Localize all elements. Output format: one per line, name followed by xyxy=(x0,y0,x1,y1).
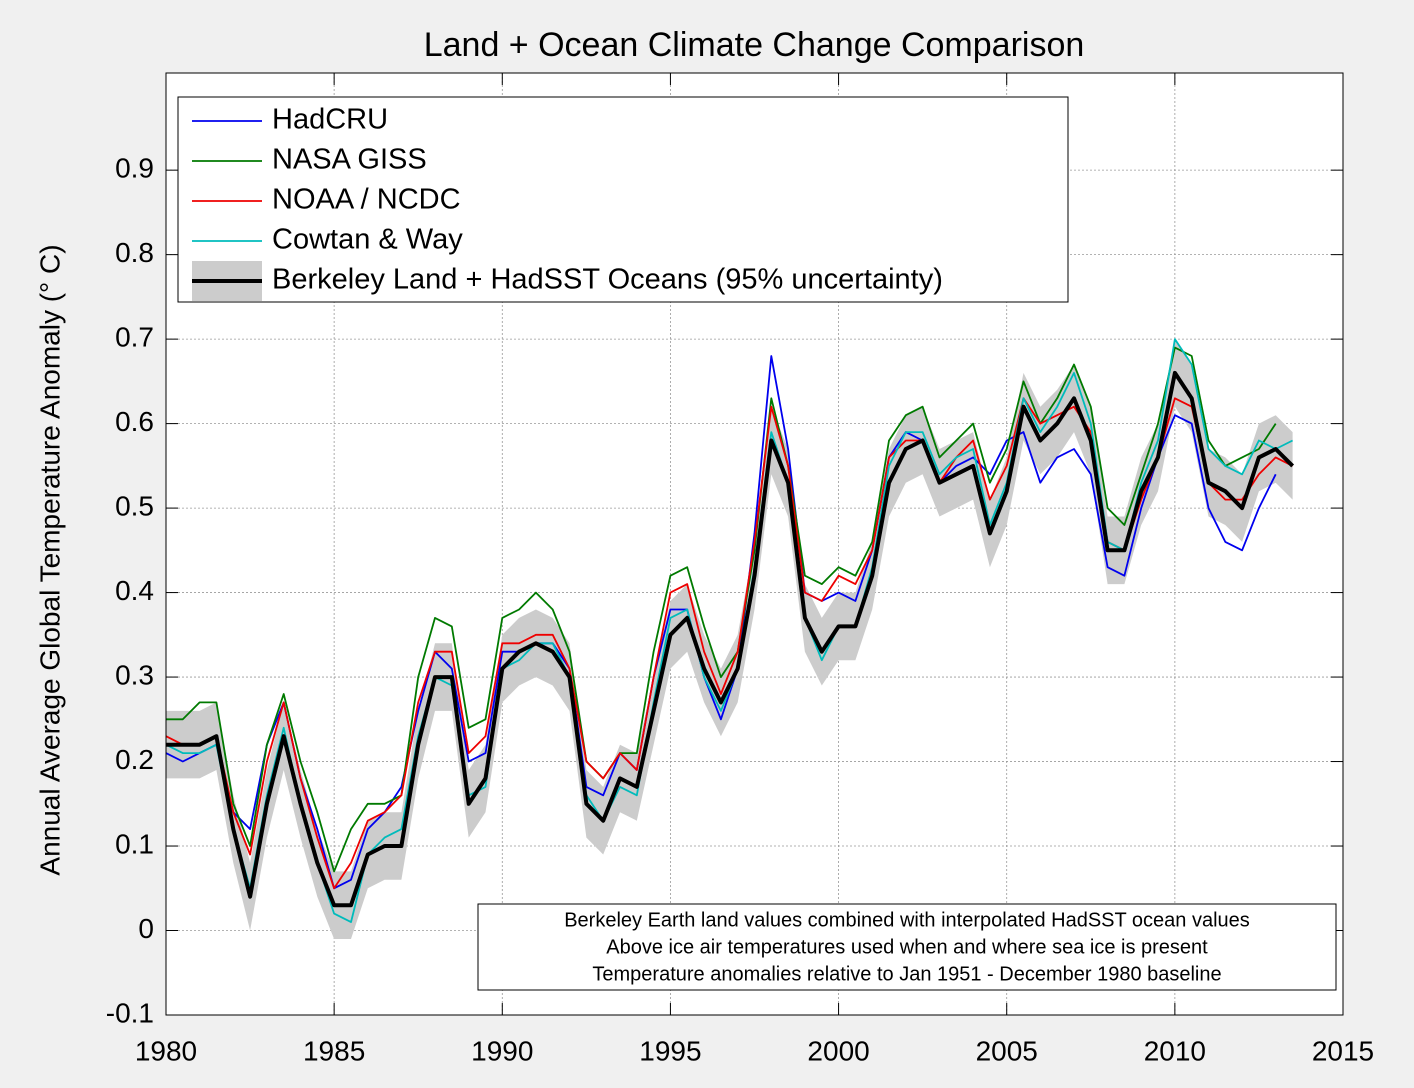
x-tick-label: 2000 xyxy=(807,1035,869,1066)
legend-box xyxy=(177,96,1069,303)
annotation-line: Berkeley Earth land values combined with… xyxy=(564,909,1250,931)
annotation: Berkeley Earth land values combined with… xyxy=(477,903,1337,991)
plot-frame xyxy=(165,72,1344,1016)
legend: HadCRU NASA GISS NOAA / NCDC Cowtan & Way Be… xyxy=(177,96,1069,303)
uncertainty-band xyxy=(166,339,1293,940)
y-tick-label: 0.8 xyxy=(115,237,154,268)
y-tick-label: 0.1 xyxy=(115,828,154,859)
legend-label: Cowtan & Way xyxy=(272,224,463,256)
y-tick-label: 0 xyxy=(138,913,154,944)
y-tick-label: 0.3 xyxy=(115,659,154,690)
legend-label: NOAA / NCDC xyxy=(272,184,461,216)
annotation-line: Temperature anomalies relative to Jan 19… xyxy=(592,963,1221,985)
series-line xyxy=(166,370,1295,908)
legend-label: Berkeley Land + HadSST Oceans (95% uncer… xyxy=(272,264,943,296)
series-line xyxy=(166,346,1277,873)
x-tick-label: 2015 xyxy=(1312,1035,1374,1066)
x-tick-label: 1980 xyxy=(135,1035,197,1066)
x-tick-label: 2005 xyxy=(976,1035,1038,1066)
y-tick-label: 0.7 xyxy=(115,322,154,353)
y-tick-label: 0.6 xyxy=(115,406,154,437)
chart-title: Land + Ocean Climate Change Comparison xyxy=(424,26,1085,64)
x-tick-label: 2010 xyxy=(1144,1035,1206,1066)
x-tick-label: 1990 xyxy=(471,1035,533,1066)
series-line xyxy=(165,355,1277,890)
y-tick-label: 0.4 xyxy=(115,575,154,606)
x-tick-label: 1985 xyxy=(303,1035,365,1066)
y-tick-label: 0.9 xyxy=(115,153,154,184)
plot xyxy=(165,338,1295,940)
y-tick-label: 0.2 xyxy=(115,744,154,775)
annotation-line: Above ice air temperatures used when and… xyxy=(606,936,1208,958)
annotation-box xyxy=(477,903,1337,991)
legend-label: HadCRU xyxy=(272,104,388,136)
legend-label: NASA GISS xyxy=(272,144,427,176)
y-tick-label: 0.5 xyxy=(115,490,154,521)
y-axis-label: Annual Average Global Temperature Anomal… xyxy=(34,244,65,875)
y-tick-label: -0.1 xyxy=(106,997,154,1028)
x-tick-label: 1995 xyxy=(639,1035,701,1066)
